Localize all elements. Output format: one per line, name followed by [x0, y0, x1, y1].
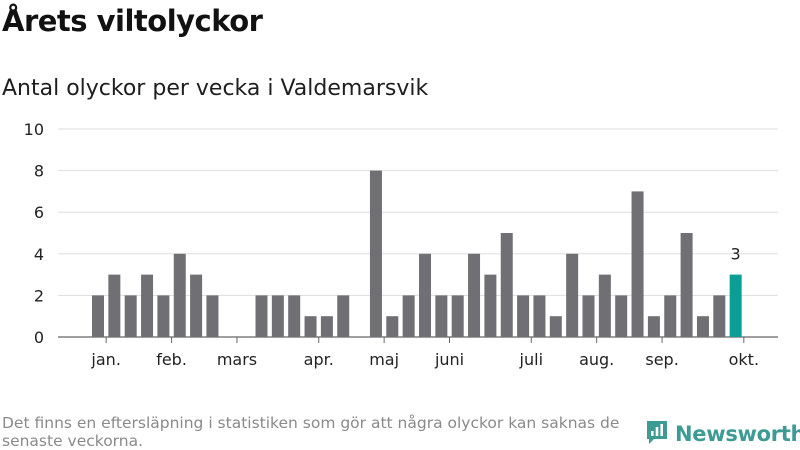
- bar[interactable]: [255, 295, 268, 337]
- bar-chart: 0 2 4 6 8 10 jan. feb. mars apr. maj juni juli aug. s…: [24, 120, 778, 369]
- x-tick-label: sep.: [645, 350, 678, 369]
- bar[interactable]: [582, 295, 595, 337]
- chart-subtitle: Antal olyckor per vecka i Valdemarsvik: [2, 76, 429, 101]
- y-tick-label: 4: [34, 245, 44, 264]
- bar[interactable]: [173, 253, 186, 337]
- page-title: Årets viltolyckor: [2, 4, 263, 38]
- bar[interactable]: [484, 274, 497, 337]
- bar-highlight[interactable]: [729, 274, 742, 337]
- bar[interactable]: [157, 295, 170, 337]
- bar[interactable]: [108, 274, 121, 337]
- x-tick-label: maj: [369, 350, 399, 369]
- bar[interactable]: [435, 295, 448, 337]
- bar[interactable]: [549, 316, 562, 337]
- bar[interactable]: [517, 295, 530, 337]
- bar[interactable]: [696, 316, 709, 337]
- bar[interactable]: [320, 316, 333, 337]
- bar[interactable]: [451, 295, 464, 337]
- bar[interactable]: [141, 274, 154, 337]
- bar[interactable]: [124, 295, 137, 337]
- bar[interactable]: [304, 316, 317, 337]
- y-tick-label: 0: [34, 328, 44, 347]
- bar[interactable]: [647, 316, 660, 337]
- bar[interactable]: [369, 170, 382, 337]
- bar[interactable]: [631, 191, 644, 337]
- x-tick-label: jan.: [90, 350, 120, 369]
- bar-chart-logo-icon: [645, 419, 669, 449]
- bar[interactable]: [468, 253, 481, 337]
- x-tick-label: apr.: [304, 350, 334, 369]
- y-tick-label: 8: [34, 162, 44, 181]
- y-tick-label: 2: [34, 286, 44, 305]
- brand-name: Newsworthy: [675, 422, 800, 446]
- bar[interactable]: [500, 233, 513, 337]
- bar[interactable]: [288, 295, 301, 337]
- bar[interactable]: [402, 295, 415, 337]
- bar[interactable]: [271, 295, 284, 337]
- x-tick-label: aug.: [579, 350, 614, 369]
- bar[interactable]: [664, 295, 677, 337]
- y-tick-label: 10: [24, 120, 44, 139]
- bar[interactable]: [206, 295, 219, 337]
- bar[interactable]: [566, 253, 579, 337]
- x-tick-label: mars: [217, 350, 257, 369]
- bar[interactable]: [615, 295, 628, 337]
- bar[interactable]: [386, 316, 399, 337]
- x-tick-label: feb.: [156, 350, 187, 369]
- footnote: Det finns en eftersläpning i statistiken…: [2, 414, 620, 450]
- bar[interactable]: [680, 233, 693, 337]
- highlight-data-label: 3: [731, 245, 741, 264]
- x-tick-label: juli: [519, 350, 543, 369]
- bar[interactable]: [337, 295, 350, 337]
- newsworthy-logo[interactable]: Newsworthy: [645, 420, 800, 448]
- x-tick-label: okt.: [729, 350, 759, 369]
- y-tick-label: 6: [34, 203, 44, 222]
- bar[interactable]: [533, 295, 546, 337]
- bar[interactable]: [598, 274, 611, 337]
- bar[interactable]: [419, 253, 431, 337]
- bar[interactable]: [92, 295, 104, 337]
- bar[interactable]: [190, 274, 203, 337]
- bar[interactable]: [713, 295, 726, 337]
- x-tick-label: juni: [434, 350, 464, 369]
